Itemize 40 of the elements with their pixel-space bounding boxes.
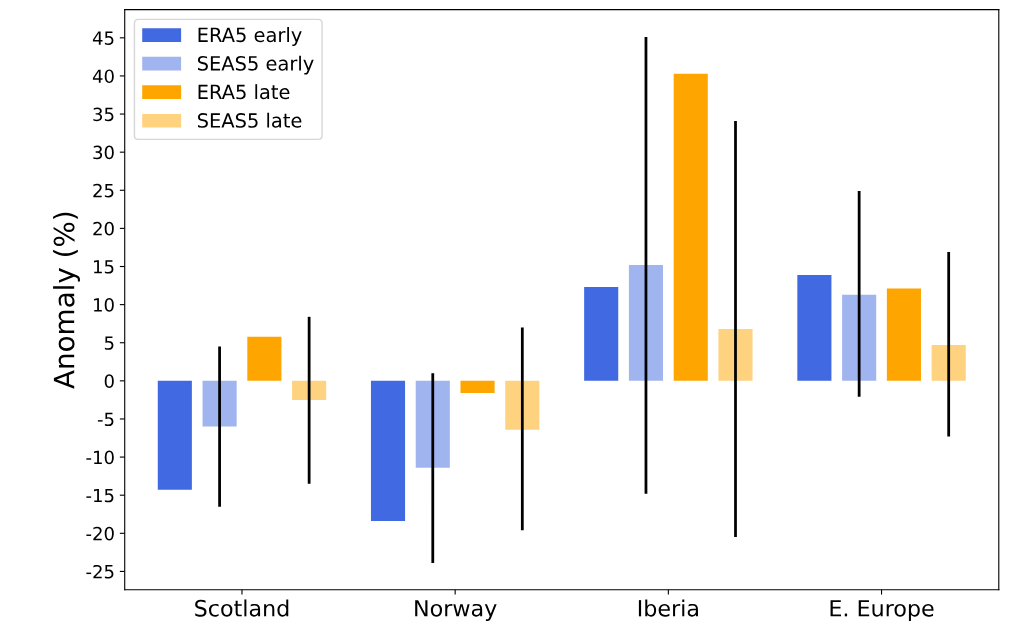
y-tick-label: -25 [86, 564, 114, 579]
y-tick-label: 40 [92, 69, 114, 84]
bar [415, 380, 450, 468]
bar [628, 264, 664, 381]
y-tick-label: 5 [104, 336, 114, 350]
y-tick-label: 30 [93, 145, 114, 160]
y-tick-label: 0 [104, 374, 114, 388]
x-tick-label: E. Europe [830, 600, 934, 621]
bar [247, 336, 282, 381]
bar [370, 380, 406, 522]
bar [931, 345, 966, 381]
bar [292, 380, 327, 400]
y-tick-label: -15 [86, 488, 114, 503]
legend-label: SEAS5 early [197, 55, 314, 75]
x-tick-label: Iberia [638, 599, 698, 617]
y-tick-label: -20 [86, 526, 114, 541]
bar [842, 294, 877, 381]
y-tick-label: -10 [86, 450, 114, 465]
bar [673, 73, 708, 381]
bar [886, 288, 921, 381]
y-axis-title: Anomaly (%) [53, 212, 80, 389]
bar [584, 287, 619, 381]
x-tick-label: Scotland [195, 599, 289, 617]
bar [460, 380, 495, 394]
legend-label: ERA5 late [198, 84, 290, 100]
x-tick-label: Norway [415, 600, 497, 621]
y-tick-label: 25 [93, 183, 114, 198]
y-tick-label: 10 [94, 298, 114, 312]
y-tick-label: 15 [94, 260, 114, 274]
y-tick-label: 45 [92, 31, 114, 45]
bar [157, 380, 192, 490]
bar [797, 274, 832, 381]
bar [718, 329, 753, 381]
y-tick-label: 20 [93, 221, 114, 236]
legend-label: SEAS5 late [197, 112, 302, 128]
y-tick-label: -5 [97, 412, 114, 427]
bar [202, 380, 237, 427]
y-tick-label: 35 [93, 107, 114, 122]
bar [505, 380, 540, 430]
legend-label: ERA5 early [198, 27, 302, 46]
